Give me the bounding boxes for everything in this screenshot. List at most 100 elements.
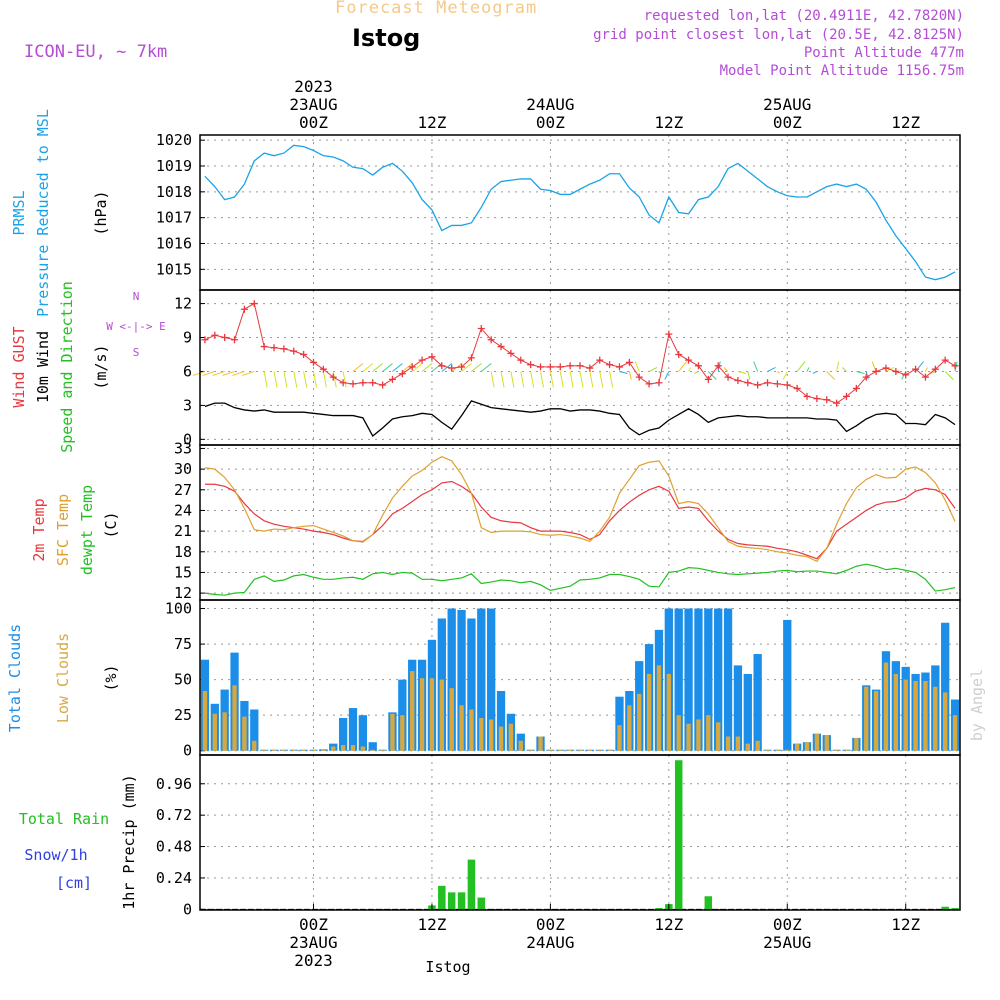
pressure-line — [204, 144, 956, 281]
wind-gust-marker — [359, 379, 367, 387]
total-cloud-bar — [348, 708, 358, 751]
wind-gust-marker — [793, 384, 801, 392]
wind-direction-arrow — [540, 371, 545, 388]
y-tick-label: 0 — [183, 742, 192, 760]
low-cloud-bar — [390, 713, 395, 751]
top-time-label: 00Z — [773, 113, 802, 132]
wind-gust-marker — [615, 363, 623, 371]
total-cloud-bar — [941, 622, 950, 751]
top-time-label: 00Z — [299, 113, 328, 132]
wind-gust-marker — [704, 375, 712, 383]
low-cloud-bar — [350, 745, 356, 751]
top-time-label: 12Z — [891, 113, 920, 132]
wind-gust-marker — [290, 347, 298, 355]
low-cloud-bar — [321, 749, 326, 751]
low-cloud-bar — [854, 737, 859, 751]
wind-direction-arrow — [589, 371, 594, 388]
watermark: by Angel — [968, 669, 986, 741]
total-cloud-bar — [447, 608, 456, 751]
rain-bar — [477, 897, 486, 910]
low-cloud-bar — [735, 736, 741, 751]
wind-gust-marker — [606, 361, 614, 369]
wind-gust-marker — [527, 361, 535, 369]
top-time-label: 24AUG — [526, 95, 574, 114]
wind-gust-marker — [517, 356, 525, 364]
wind-direction-arrow — [796, 361, 806, 372]
wind-gust-marker — [270, 344, 278, 352]
low-cloud-bar — [400, 715, 405, 751]
low-cloud-bar — [449, 688, 454, 751]
y-tick-label: 30 — [174, 460, 192, 478]
footer-station: Istog — [425, 958, 470, 976]
wind-unit-label: (m/s) — [92, 344, 110, 389]
low-cloud-bar — [627, 705, 632, 751]
low-cloud-bar — [952, 715, 958, 751]
bottom-time-label: 12Z — [891, 915, 920, 934]
low-cloud-bar — [933, 686, 938, 751]
top-time-label: 12Z — [654, 113, 683, 132]
top-time-label: 25AUG — [763, 95, 811, 114]
low-cloud-bar — [301, 749, 306, 751]
y-tick-label: 1016 — [156, 235, 192, 253]
low-cloud-bar — [419, 678, 425, 751]
low-cloud-bar — [291, 749, 296, 751]
rain-bar — [457, 892, 466, 910]
wind-direction-arrow — [411, 363, 423, 372]
sfc-temp-label: SFC Temp — [54, 494, 72, 566]
top-time-label: 12Z — [417, 113, 446, 132]
wind-gust-marker — [408, 363, 416, 371]
wind-gust-marker — [823, 396, 831, 404]
rain-bar — [447, 892, 456, 910]
bottom-time-label: 23AUG — [289, 933, 337, 952]
low-cloud-bar — [340, 745, 346, 751]
wind-gust-marker — [576, 362, 584, 370]
wind-direction-arrow — [273, 371, 278, 388]
wind-direction-arrow — [777, 371, 780, 374]
wind-gust-marker — [882, 364, 890, 372]
wind-gust-marker — [783, 381, 791, 389]
low-cloud-bar — [637, 693, 642, 751]
low-cloud-bar — [834, 749, 839, 751]
wind-direction-arrow — [753, 361, 759, 372]
low-cloud-bar — [518, 740, 523, 751]
dewpt-temp-label: dewpt Temp — [78, 485, 96, 575]
wind-direction-arrow — [707, 371, 717, 380]
wind-direction-arrow — [954, 361, 958, 372]
meteogram-title: Forecast Meteogram — [335, 0, 538, 18]
wind-direction-arrow — [747, 371, 751, 380]
wind-gust-marker — [951, 362, 959, 370]
wind-gust-marker — [418, 356, 426, 364]
low-cloud-bar — [883, 662, 889, 751]
wind-gust-marker — [458, 363, 466, 371]
wind-direction-arrow — [322, 371, 327, 388]
y-tick-label: 6 — [183, 362, 192, 380]
wind-direction-arrow — [313, 371, 317, 388]
low-cloud-bar — [202, 691, 208, 751]
y-tick-label: 15 — [174, 563, 192, 581]
y-tick-label: 27 — [174, 481, 192, 499]
low-cloud-bar — [824, 735, 829, 751]
wind-direction-arrow — [510, 371, 515, 388]
model-point-altitude: Model Point Altitude 1156.75m — [719, 63, 964, 79]
wind-direction-arrow — [856, 370, 865, 374]
rain-bar — [467, 859, 476, 910]
y-tick-label: 1019 — [156, 157, 192, 175]
wind-gust-marker — [941, 356, 949, 364]
wind-direction-arrow — [222, 370, 235, 376]
wind-speed-direction-label: Speed and Direction — [58, 281, 76, 453]
pressure-msl-label: Pressure Reduced to MSL — [34, 109, 52, 317]
low-cloud-bar — [261, 749, 267, 751]
wind-direction-arrow — [421, 363, 433, 372]
low-cloud-bar — [943, 692, 948, 751]
wind-direction-arrow — [352, 363, 364, 372]
y-tick-label: 33 — [174, 439, 192, 457]
requested-lonlat: requested lon,lat (20.4911E, 42.7820N) — [643, 8, 964, 24]
wind-direction-arrow — [402, 363, 413, 372]
wind-gust-marker — [546, 363, 554, 371]
pressure-unit-label: (hPa) — [92, 190, 110, 235]
wind-gust-marker — [596, 356, 604, 364]
wind-direction-arrow — [694, 371, 699, 374]
wind-direction-arrow — [263, 371, 268, 388]
total-cloud-bar — [704, 608, 713, 751]
y-tick-label: 50 — [174, 671, 192, 689]
